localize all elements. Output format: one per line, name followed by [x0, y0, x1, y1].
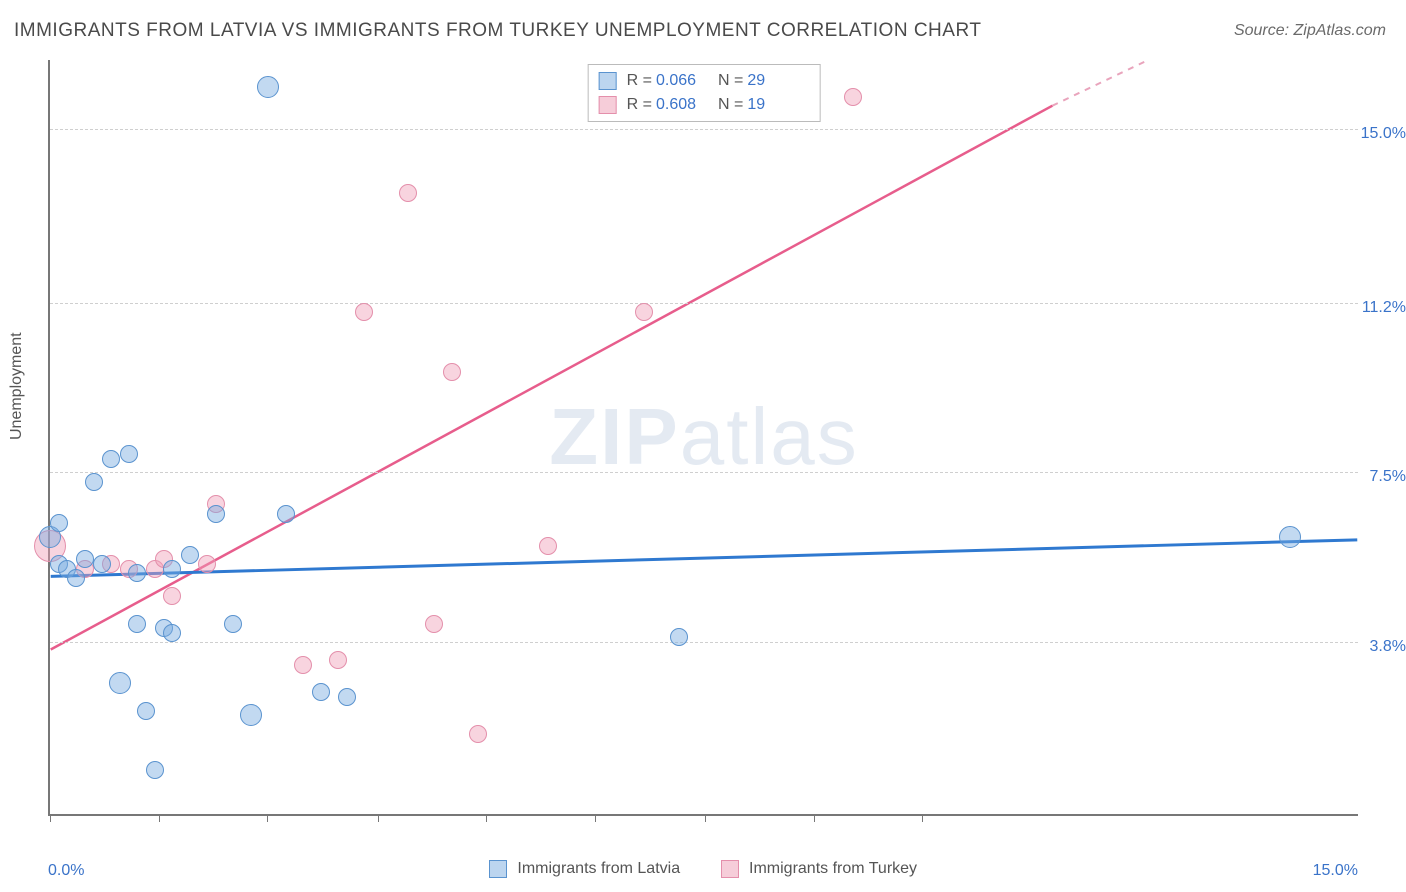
regression-layer [50, 60, 1358, 814]
legend-swatch-turkey [599, 96, 617, 114]
latvia-point [102, 450, 120, 468]
latvia-point [120, 445, 138, 463]
latvia-point [312, 683, 330, 701]
y-tick-label: 3.8% [1346, 638, 1406, 656]
latvia-point [109, 672, 131, 694]
legend-swatch-latvia-icon [489, 860, 507, 878]
latvia-point [1279, 526, 1301, 548]
legend-row-turkey: R = 0.608 N = 19 [599, 93, 810, 117]
legend-swatch-turkey-icon [721, 860, 739, 878]
turkey-point [294, 656, 312, 674]
turkey-point [425, 615, 443, 633]
latvia-point [670, 628, 688, 646]
y-tick-label: 7.5% [1346, 468, 1406, 486]
r-value-turkey: 0.608 [656, 96, 702, 114]
latvia-point [163, 560, 181, 578]
latvia-point [224, 615, 242, 633]
latvia-point [240, 704, 262, 726]
latvia-point [163, 624, 181, 642]
series-legend: Immigrants from Latvia Immigrants from T… [0, 860, 1406, 878]
turkey-point [469, 725, 487, 743]
watermark: ZIPatlas [549, 391, 858, 483]
latvia-point [93, 555, 111, 573]
turkey-point [163, 587, 181, 605]
latvia-point [257, 76, 279, 98]
n-label: N = [718, 96, 743, 114]
latvia-point [128, 564, 146, 582]
latvia-point [128, 615, 146, 633]
turkey-point [844, 88, 862, 106]
r-label: R = [627, 72, 652, 90]
latvia-point [277, 505, 295, 523]
x-tick [486, 814, 487, 822]
turkey-point [635, 303, 653, 321]
grid-line [50, 129, 1358, 130]
latvia-point [67, 569, 85, 587]
turkey-point [539, 537, 557, 555]
y-tick-label: 11.2% [1346, 299, 1406, 317]
n-value-latvia: 29 [747, 72, 793, 90]
legend-item-turkey: Immigrants from Turkey [721, 860, 917, 878]
latvia-point [85, 473, 103, 491]
y-axis-label: Unemployment [8, 332, 26, 440]
turkey-point [355, 303, 373, 321]
plot-area: ZIPatlas R = 0.066 N = 29 R = 0.608 N = … [48, 60, 1358, 816]
latvia-point [76, 550, 94, 568]
latvia-point [207, 505, 225, 523]
x-tick [267, 814, 268, 822]
latvia-point [338, 688, 356, 706]
latvia-point [50, 514, 68, 532]
turkey-point [198, 555, 216, 573]
r-value-latvia: 0.066 [656, 72, 702, 90]
r-label: R = [627, 96, 652, 114]
turkey-point [329, 651, 347, 669]
x-tick [814, 814, 815, 822]
latvia-point [146, 761, 164, 779]
latvia-point [181, 546, 199, 564]
source-attribution: Source: ZipAtlas.com [1234, 22, 1386, 40]
x-tick [922, 814, 923, 822]
watermark-atlas: atlas [680, 392, 859, 481]
n-value-turkey: 19 [747, 96, 793, 114]
latvia-point [137, 702, 155, 720]
legend-row-latvia: R = 0.066 N = 29 [599, 69, 810, 93]
legend-item-latvia: Immigrants from Latvia [489, 860, 680, 878]
turkey-point [443, 363, 461, 381]
n-label: N = [718, 72, 743, 90]
legend-swatch-latvia [599, 72, 617, 90]
x-tick [595, 814, 596, 822]
chart-title: IMMIGRANTS FROM LATVIA VS IMMIGRANTS FRO… [14, 20, 981, 42]
chart-container: IMMIGRANTS FROM LATVIA VS IMMIGRANTS FRO… [0, 0, 1406, 892]
legend-label-turkey: Immigrants from Turkey [749, 860, 917, 877]
watermark-zip: ZIP [549, 392, 679, 481]
grid-line [50, 642, 1358, 643]
legend-label-latvia: Immigrants from Latvia [517, 860, 680, 877]
x-tick [50, 814, 51, 822]
x-tick [159, 814, 160, 822]
correlation-legend: R = 0.066 N = 29 R = 0.608 N = 19 [588, 64, 821, 122]
x-tick [705, 814, 706, 822]
x-tick [378, 814, 379, 822]
grid-line [50, 303, 1358, 304]
grid-line [50, 472, 1358, 473]
y-tick-label: 15.0% [1346, 125, 1406, 143]
turkey-point [399, 184, 417, 202]
